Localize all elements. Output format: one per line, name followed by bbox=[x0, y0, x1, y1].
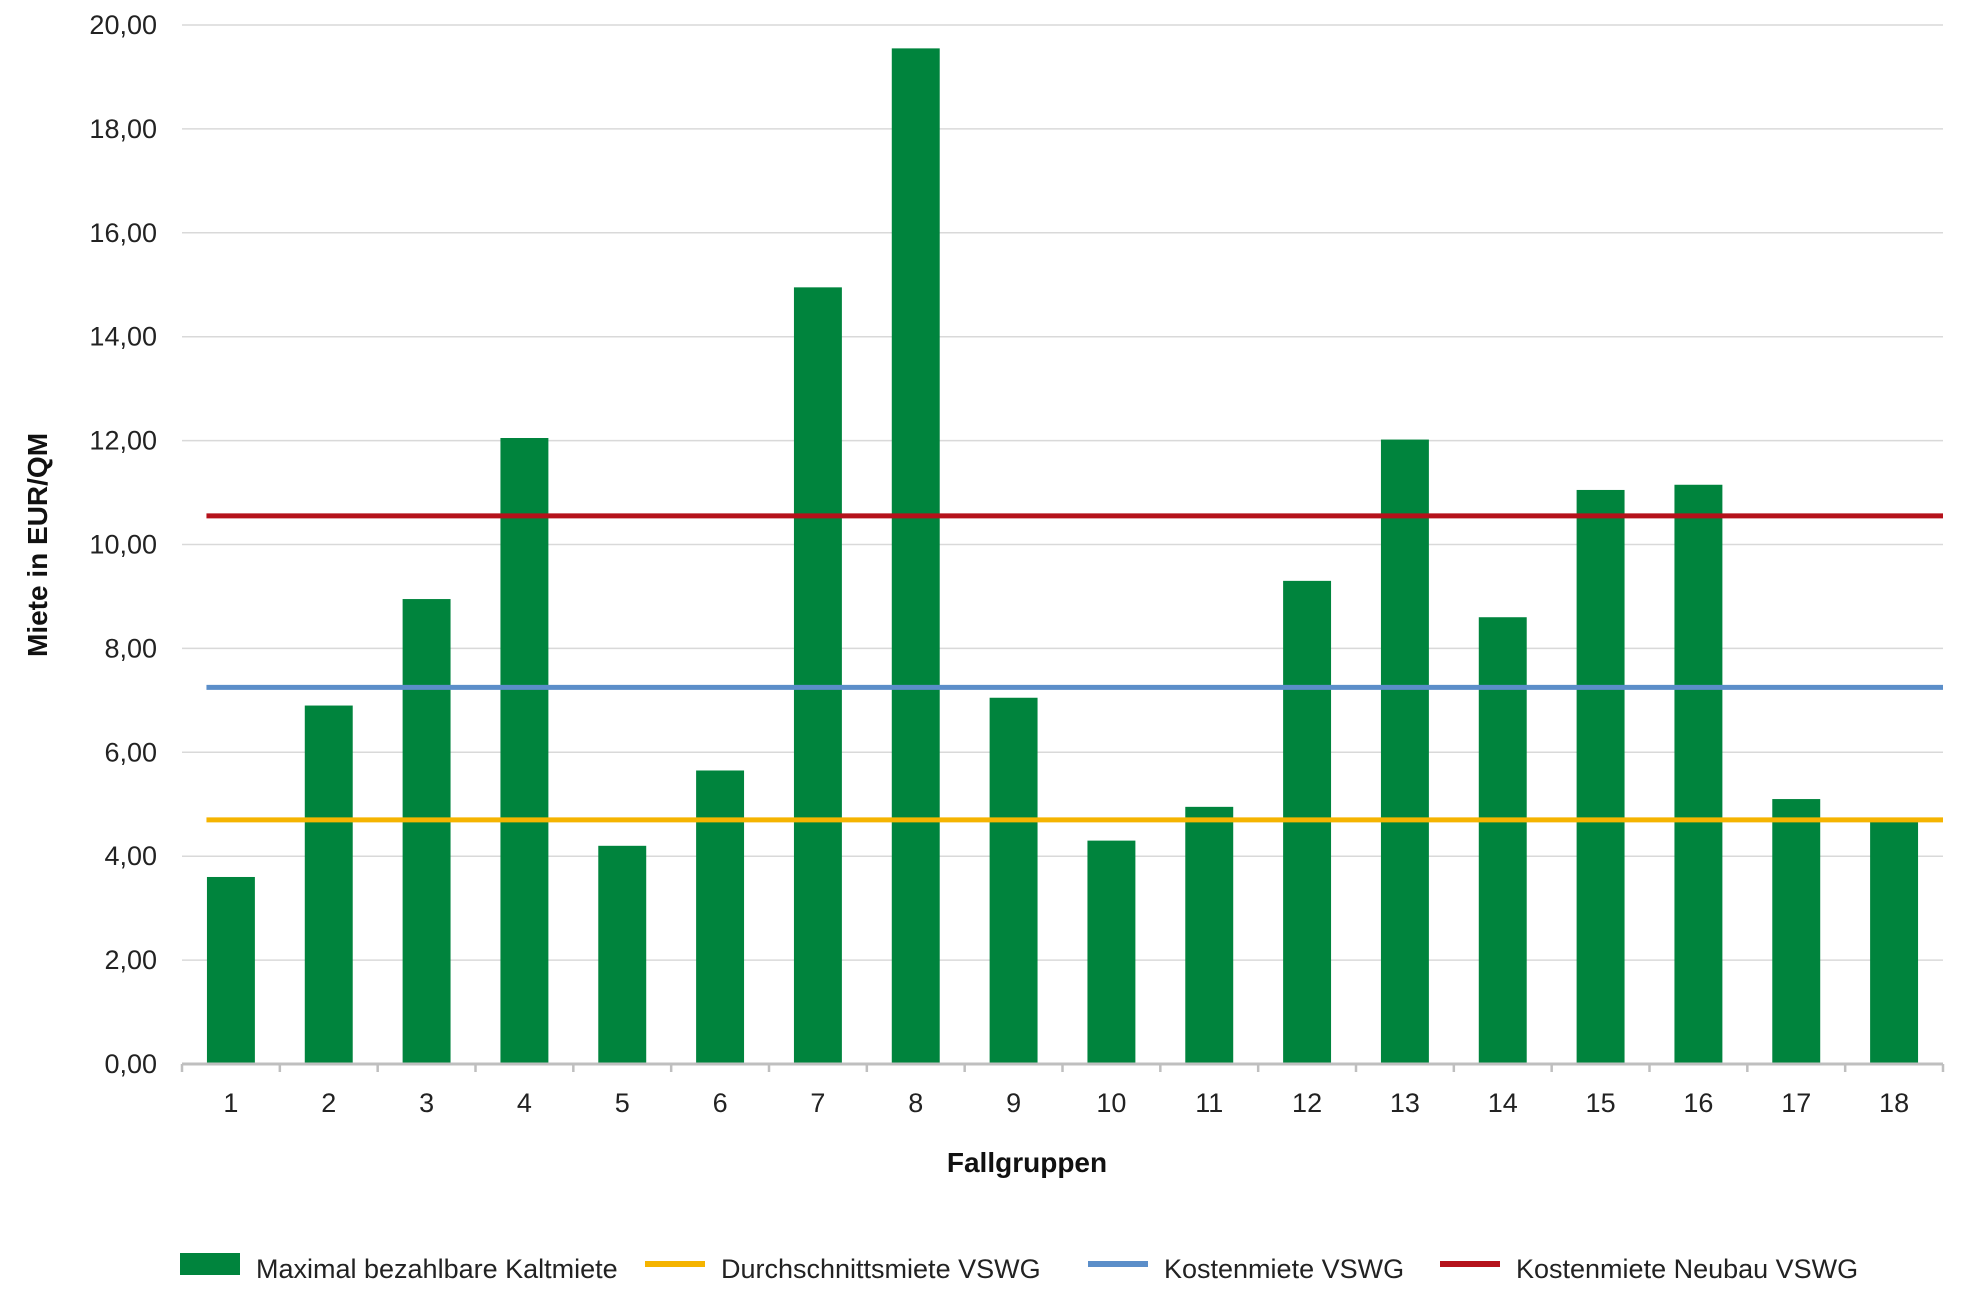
x-tick-label: 14 bbox=[1488, 1088, 1518, 1118]
bar bbox=[1283, 580, 1332, 1064]
bar bbox=[1478, 617, 1527, 1064]
x-axis-title: Fallgruppen bbox=[947, 1147, 1107, 1178]
x-tick-label: 18 bbox=[1879, 1088, 1909, 1118]
bar bbox=[500, 438, 549, 1064]
x-tick-label: 13 bbox=[1390, 1088, 1420, 1118]
x-tick-label: 16 bbox=[1683, 1088, 1713, 1118]
x-tick-label: 1 bbox=[223, 1088, 238, 1118]
gridlines bbox=[182, 24, 1943, 961]
bar bbox=[1576, 489, 1625, 1064]
x-tick-label: 17 bbox=[1781, 1088, 1811, 1118]
x-tick-label: 15 bbox=[1586, 1088, 1616, 1118]
bar bbox=[1870, 818, 1919, 1064]
x-tick-label: 9 bbox=[1006, 1088, 1021, 1118]
y-axis-title: Miete in EUR/QM bbox=[22, 433, 53, 657]
legend-label: Kostenmiete VSWG bbox=[1164, 1254, 1404, 1284]
reference-lines bbox=[206, 513, 1943, 823]
bar bbox=[793, 287, 842, 1064]
x-tick-label: 5 bbox=[615, 1088, 630, 1118]
x-tick-label: 3 bbox=[419, 1088, 434, 1118]
y-axis-ticks: 0,00 2,00 4,00 6,00 8,00 10,00 12,00 14,00 16,00… bbox=[89, 10, 157, 1079]
bar bbox=[891, 48, 940, 1064]
legend-label: Kostenmiete Neubau VSWG bbox=[1516, 1254, 1858, 1284]
bar bbox=[1380, 439, 1429, 1064]
y-tick-label: 18,00 bbox=[89, 114, 157, 144]
legend-swatch bbox=[1440, 1261, 1500, 1267]
y-tick-label: 10,00 bbox=[89, 530, 157, 560]
legend-swatch bbox=[645, 1261, 705, 1267]
bars bbox=[206, 48, 1919, 1064]
y-tick-label: 6,00 bbox=[104, 737, 157, 767]
legend: Maximal bezahlbare Kaltmiete Durchschnitt… bbox=[180, 1253, 1858, 1284]
bar bbox=[1087, 840, 1136, 1064]
y-tick-label: 16,00 bbox=[89, 218, 157, 248]
legend-swatch bbox=[180, 1253, 240, 1275]
legend-label: Durchschnittsmiete VSWG bbox=[721, 1254, 1041, 1284]
bar bbox=[402, 599, 451, 1064]
bar bbox=[1674, 484, 1723, 1064]
legend-swatch bbox=[1088, 1261, 1148, 1267]
legend-label: Maximal bezahlbare Kaltmiete bbox=[256, 1254, 618, 1284]
y-tick-label: 4,00 bbox=[104, 841, 157, 871]
bar bbox=[598, 845, 647, 1064]
x-tick-label: 8 bbox=[908, 1088, 923, 1118]
x-tick-label: 11 bbox=[1195, 1088, 1223, 1118]
x-tick-label: 6 bbox=[713, 1088, 728, 1118]
x-tick-label: 7 bbox=[810, 1088, 825, 1118]
bar bbox=[696, 770, 745, 1064]
x-tick-label: 4 bbox=[517, 1088, 532, 1118]
x-axis: 1 2 3 4 5 6 7 8 9 10 11 12 13 14 15 16 17 18 bbox=[180, 1062, 1945, 1118]
bar bbox=[1185, 806, 1234, 1064]
y-tick-label: 8,00 bbox=[104, 633, 157, 663]
bar bbox=[206, 876, 255, 1064]
y-tick-label: 12,00 bbox=[89, 426, 157, 456]
x-tick-label: 2 bbox=[321, 1088, 336, 1118]
bar bbox=[1772, 799, 1821, 1064]
y-tick-label: 2,00 bbox=[104, 945, 157, 975]
x-tick-label: 12 bbox=[1292, 1088, 1322, 1118]
x-tick-label: 10 bbox=[1096, 1088, 1126, 1118]
bar bbox=[304, 705, 353, 1064]
y-tick-label: 20,00 bbox=[89, 10, 157, 40]
y-tick-label: 14,00 bbox=[89, 322, 157, 352]
y-tick-label: 0,00 bbox=[104, 1049, 157, 1079]
bar bbox=[989, 697, 1038, 1064]
